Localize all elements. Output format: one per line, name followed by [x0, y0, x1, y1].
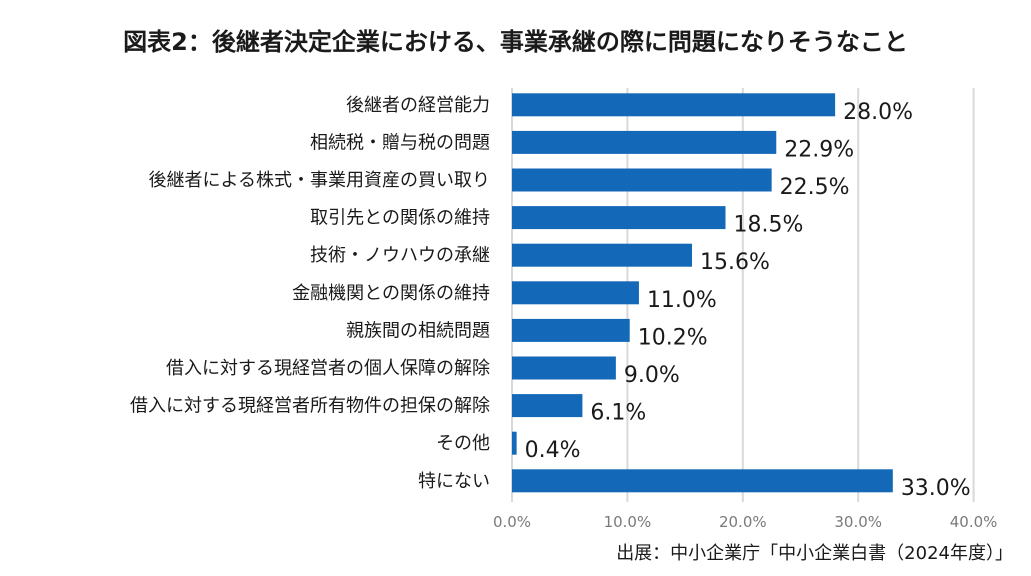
- category-label: 後継者の経営能力: [346, 95, 490, 116]
- source-note: 出展：中小企業庁「中小企業白書（2024年度）」: [616, 543, 1013, 564]
- data-label: 33.0%: [901, 476, 971, 501]
- chart-title: 図表2：後継者決定企業における、事業承継の際に問題になりそうなこと: [123, 28, 908, 56]
- category-labels: 後継者の経営能力相続税・贈与税の問題後継者による株式・事業用資産の買い取り取引先…: [130, 95, 490, 492]
- x-tick-label: 20.0%: [719, 513, 767, 531]
- data-label: 10.2%: [638, 325, 708, 350]
- value-labels: 28.0% 22.9% 22.5% 18.5% 15.6% 11.0% 10.2% 9.0% 6…: [525, 100, 971, 501]
- data-label: 28.0%: [843, 100, 913, 125]
- x-tick-label: 30.0%: [834, 513, 882, 531]
- data-label: 15.6%: [700, 250, 770, 275]
- category-label: 技術・ノウハウの承継: [310, 245, 490, 266]
- category-label: 相続税・贈与税の問題: [310, 132, 490, 153]
- category-label: 親族間の相続問題: [346, 320, 490, 341]
- category-label: その他: [436, 433, 490, 454]
- data-label: 11.0%: [647, 288, 717, 313]
- bar: [512, 281, 639, 305]
- bar: [512, 356, 616, 380]
- x-tick-label: 40.0%: [950, 513, 998, 531]
- bar: [512, 206, 726, 230]
- bar: [512, 243, 693, 267]
- x-axis-ticks: 0.0% 10.0% 20.0% 30.0% 40.0%: [493, 513, 997, 531]
- data-label: 0.4%: [525, 438, 581, 463]
- category-label: 特にない: [418, 471, 490, 492]
- data-label: 9.0%: [624, 363, 680, 388]
- bar: [512, 168, 772, 192]
- bar: [512, 130, 777, 154]
- category-label: 取引先との関係の維持: [310, 208, 490, 229]
- bar: [512, 318, 630, 342]
- data-label: 6.1%: [590, 401, 646, 426]
- category-label: 借入に対する現経営者所有物件の担保の解除: [130, 396, 490, 417]
- bar: [512, 469, 893, 493]
- data-label: 22.5%: [780, 175, 850, 200]
- bar: [512, 394, 583, 418]
- x-tick-label: 10.0%: [604, 513, 652, 531]
- bar: [512, 93, 836, 117]
- x-tick-label: 0.0%: [493, 513, 531, 531]
- data-label: 18.5%: [733, 213, 803, 238]
- bar: [512, 431, 517, 455]
- category-label: 後継者による株式・事業用資産の買い取り: [149, 170, 490, 191]
- data-label: 22.9%: [784, 137, 854, 162]
- category-label: 金融機関との関係の維持: [292, 283, 490, 304]
- category-label: 借入に対する現経営者の個人保障の解除: [166, 358, 490, 379]
- bars: [512, 93, 893, 493]
